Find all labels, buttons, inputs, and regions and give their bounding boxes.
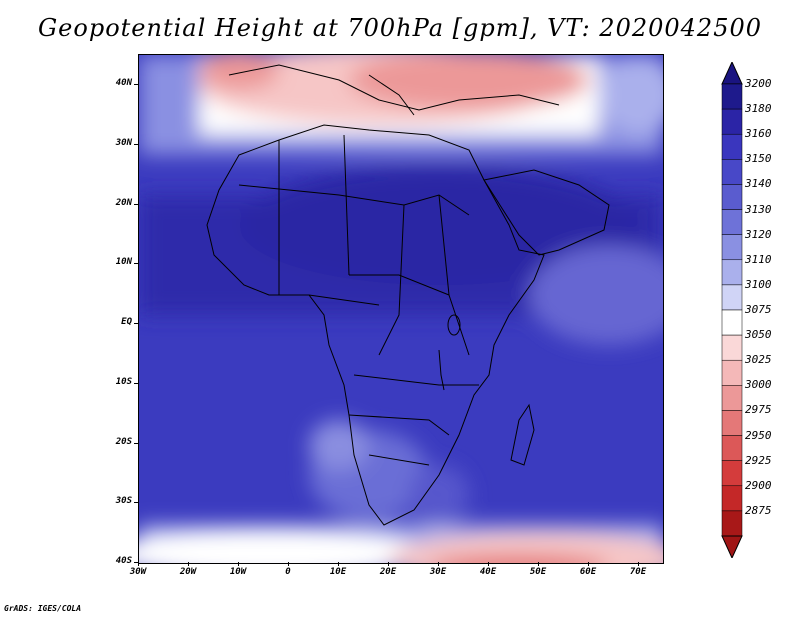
coastlines — [206, 64, 610, 526]
colorbar-segment — [721, 359, 743, 386]
colorbar-segment — [721, 284, 743, 311]
lat-tick — [134, 84, 138, 85]
lon-tick — [338, 562, 339, 566]
lon-label: 30W — [129, 567, 147, 577]
lon-label: 40E — [479, 567, 497, 577]
colorbar-segment — [721, 184, 743, 210]
colorbar-segment — [721, 234, 743, 261]
colorbar-segment — [721, 435, 743, 461]
lon-tick — [588, 562, 589, 566]
colorbar-label: 3025 — [745, 353, 772, 367]
lat-tick — [134, 442, 138, 444]
lon-label: 20W — [179, 567, 197, 577]
colorbar-segment — [721, 259, 743, 286]
height-field — [139, 55, 663, 563]
colorbar-segment — [721, 385, 743, 411]
colorbar-label: 3110 — [745, 252, 772, 266]
lon-label: 30E — [429, 567, 447, 577]
colorbar-segment — [721, 334, 743, 361]
lat-label: 20N — [115, 197, 132, 208]
lat-tick — [134, 502, 138, 504]
lat-label: 30S — [115, 496, 132, 507]
colorbar-label: 3180 — [745, 102, 772, 116]
colorbar-label: 3140 — [745, 177, 772, 191]
colorbar-label: 3150 — [745, 152, 772, 166]
lon-tick — [288, 562, 289, 566]
colorbar-segment — [721, 108, 743, 135]
colorbar-label: 3050 — [745, 328, 772, 342]
colorbar-label: 3100 — [745, 277, 772, 291]
lon-label: 60E — [579, 567, 597, 577]
lon-tick — [638, 562, 639, 566]
lat-label: 20S — [115, 436, 132, 447]
lat-tick — [134, 323, 138, 324]
lon-tick — [538, 562, 539, 566]
colorbar-segment — [721, 83, 743, 110]
colorbar-label: 2900 — [745, 478, 772, 492]
colorbar-segment — [721, 133, 743, 160]
lon-label: 50E — [529, 567, 547, 577]
colorbar-label: 3120 — [745, 227, 772, 241]
lon-label: 0 — [285, 567, 291, 577]
colorbar-label: 2925 — [745, 453, 772, 467]
colorbar-segment — [721, 410, 743, 436]
lat-label: 10S — [115, 376, 132, 387]
lon-tick — [188, 562, 189, 566]
lat-label: EQ — [121, 317, 132, 327]
colorbar-label: 3160 — [745, 127, 772, 141]
colorbar-label: 3200 — [745, 77, 772, 90]
lon-tick — [238, 562, 239, 566]
map-panel — [138, 54, 664, 564]
lat-label: 40S — [115, 556, 132, 566]
lon-label: 20E — [379, 567, 397, 577]
colorbar-label: 3075 — [745, 303, 772, 316]
lon-label: 70E — [629, 567, 647, 577]
lon-tick — [438, 562, 439, 566]
lon-tick — [388, 562, 389, 566]
colorbar-segment — [721, 510, 743, 537]
lat-label: 30N — [115, 137, 132, 148]
colorbar-segment — [721, 209, 743, 235]
colorbar-label: 2975 — [745, 403, 772, 417]
colorbar — [721, 62, 743, 558]
colorbar-segment — [721, 460, 743, 487]
colorbar-top-arrow — [721, 62, 743, 85]
lat-label: 40N — [115, 78, 132, 88]
lon-tick — [488, 562, 489, 566]
colorbar-label: 2875 — [745, 503, 772, 517]
lat-tick — [134, 263, 138, 265]
lat-tick — [134, 203, 138, 205]
lon-label: 10W — [229, 567, 247, 577]
lat-label: 10N — [115, 257, 132, 268]
colorbar-segment — [721, 159, 743, 185]
colorbar-segment — [721, 485, 743, 512]
lon-label: 10E — [329, 567, 347, 577]
lat-tick — [134, 382, 138, 384]
lat-tick — [134, 562, 138, 563]
map-title: Geopotential Height at 700hPa [gpm], VT:… — [38, 14, 762, 42]
lon-tick — [138, 562, 139, 566]
colorbar-segment — [721, 309, 743, 336]
colorbar-label: 2950 — [745, 428, 772, 442]
lat-tick — [134, 143, 138, 145]
colorbar-label: 3130 — [745, 202, 772, 216]
colorbar-label: 3000 — [745, 378, 772, 392]
colorbar-bottom-arrow — [721, 535, 743, 558]
credit-text: GrADS: IGES/COLA — [4, 604, 82, 613]
